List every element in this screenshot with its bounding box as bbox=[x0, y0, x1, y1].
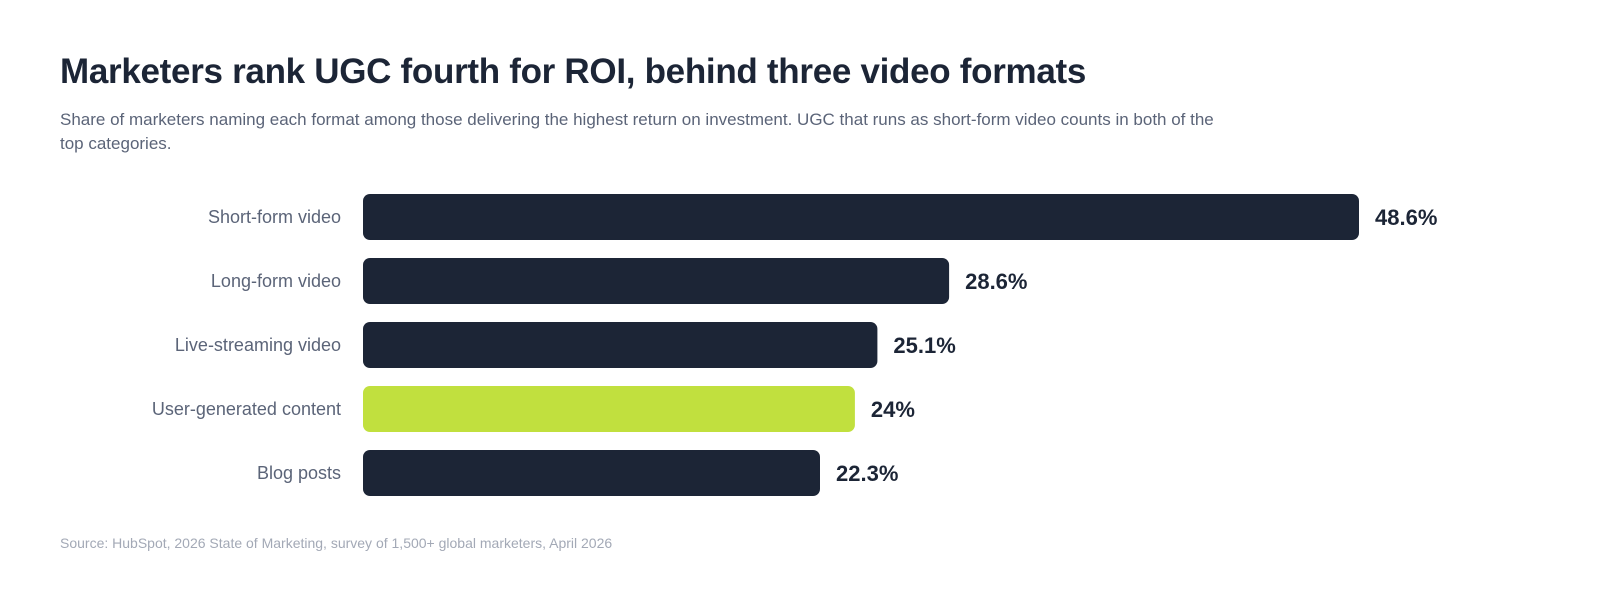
category-label: Short-form video bbox=[208, 207, 341, 227]
source-note: Source: HubSpot, 2026 State of Marketing… bbox=[60, 535, 613, 551]
value-label: 22.3% bbox=[836, 461, 898, 486]
bars-layer: Short-form video 48.6% Long-form video 28.6… bbox=[152, 194, 1437, 496]
bar-row: User-generated content 24% bbox=[152, 386, 915, 432]
category-label: Long-form video bbox=[211, 271, 341, 291]
value-label: 25.1% bbox=[893, 333, 955, 358]
bar-row: Short-form video 48.6% bbox=[208, 194, 1437, 240]
bar-chart: Short-form video 48.6% Long-form video 28.6… bbox=[152, 194, 1437, 496]
bar bbox=[363, 322, 878, 368]
bar-row: Live-streaming video 25.1% bbox=[175, 322, 956, 368]
bar bbox=[363, 258, 950, 304]
value-label: 48.6% bbox=[1375, 205, 1437, 230]
category-label: User-generated content bbox=[152, 399, 341, 419]
value-label: 24% bbox=[871, 397, 915, 422]
category-label: Blog posts bbox=[257, 463, 341, 483]
bar-highlight bbox=[363, 386, 855, 432]
value-label: 28.6% bbox=[965, 269, 1027, 294]
category-label: Live-streaming video bbox=[175, 335, 341, 355]
chart-title: Marketers rank UGC fourth for ROI, behin… bbox=[60, 52, 1087, 91]
bar bbox=[363, 450, 820, 496]
bar-row: Long-form video 28.6% bbox=[211, 258, 1027, 304]
bar-row: Blog posts 22.3% bbox=[257, 450, 898, 496]
chart-subtitle: Share of marketers naming each format am… bbox=[60, 110, 1214, 153]
bar bbox=[363, 194, 1359, 240]
